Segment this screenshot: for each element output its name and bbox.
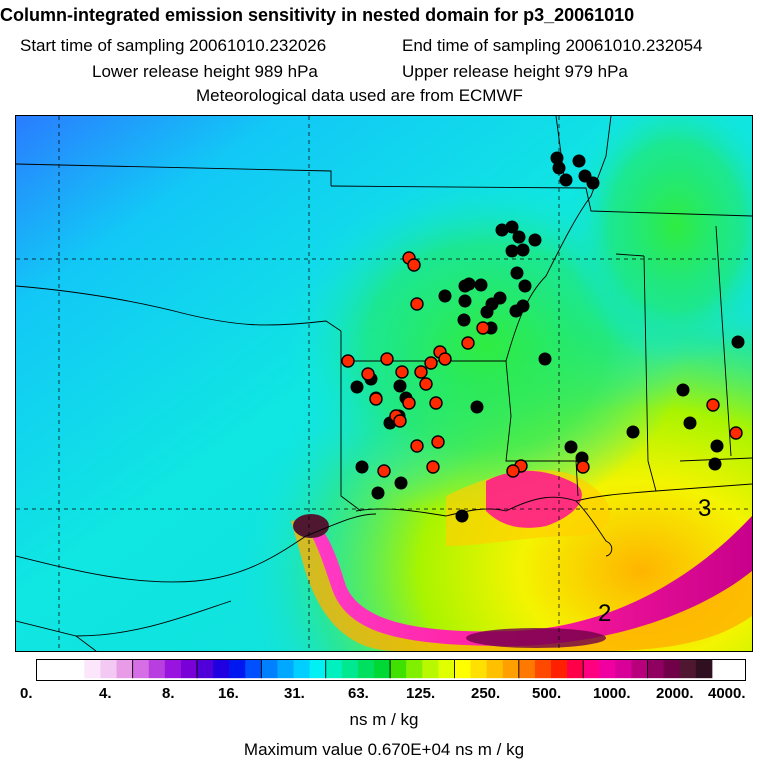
colorbar-swatch — [454, 660, 471, 679]
colorbar-tick: 4. — [99, 685, 112, 702]
start-time: Start time of sampling 20061010.232026 — [20, 36, 327, 55]
colorbar-swatch — [374, 660, 391, 679]
colorbar-units: ns m / kg — [349, 710, 419, 729]
colorbar-swatch — [486, 660, 504, 679]
colorbar-swatch — [679, 660, 697, 679]
colorbar-swatch — [245, 660, 262, 679]
colorbar-swatch — [277, 660, 294, 679]
colorbar-swatch — [647, 660, 665, 679]
map-label-2: 2 — [598, 600, 611, 627]
colorbar-swatch — [663, 660, 681, 679]
end-time: End time of sampling 20061010.232054 — [402, 36, 703, 55]
colorbar-swatch — [341, 660, 359, 679]
colorbar-swatch — [599, 660, 616, 679]
colorbar-tick-labels: 0. 4. 8. 16. 31. 63. 125. 250. 500. 1000… — [0, 685, 768, 705]
colorbar-swatch — [695, 660, 713, 679]
colorbar-swatch — [406, 660, 423, 679]
colorbar-tick: 2000. — [656, 685, 694, 702]
plot-title: Column-integrated emission sensitivity i… — [0, 5, 635, 25]
colorbar-swatch — [261, 660, 278, 679]
colorbar-tick: 8. — [162, 685, 175, 702]
colorbar-swatch — [518, 660, 536, 679]
colorbar-tick: 31. — [284, 685, 305, 702]
colorbar-swatch — [615, 660, 632, 679]
colorbar-swatch — [229, 660, 246, 679]
colorbar-swatch — [357, 660, 375, 679]
colorbar-swatch — [68, 660, 85, 679]
colorbar-swatch — [502, 660, 520, 679]
colorbar-tick: 500. — [532, 685, 562, 702]
colorbar-swatch — [132, 660, 150, 679]
colorbar-swatch — [148, 660, 166, 679]
sensitivity-map: 2 3 — [15, 115, 753, 652]
colorbar-swatch — [197, 660, 214, 679]
colorbar-swatch — [213, 660, 230, 679]
colorbar-tick: 250. — [471, 685, 501, 702]
colorbar-swatch — [390, 660, 407, 679]
colorbar-swatch — [180, 660, 198, 679]
colorbar-tick: 0. — [20, 685, 33, 702]
colorbar-swatch — [438, 660, 455, 679]
upper-release-height: Upper release height 979 hPa — [402, 62, 628, 81]
colorbar-swatch — [422, 660, 439, 679]
colorbar-swatch — [325, 660, 343, 679]
colorbar-swatch — [470, 660, 488, 679]
colorbar-swatch — [631, 660, 648, 679]
colorbar-tick: 125. — [406, 685, 436, 702]
colorbar-swatch — [567, 660, 584, 679]
colorbar-swatch — [309, 660, 327, 679]
colorbar-swatch — [534, 660, 552, 679]
colorbar — [36, 659, 746, 681]
colorbar-swatch — [293, 660, 311, 679]
colorbar-swatch — [100, 660, 117, 679]
colorbar-swatch — [551, 660, 568, 679]
colorbar-tick: 1000. — [593, 685, 631, 702]
colorbar-swatch — [116, 660, 134, 679]
lower-release-height: Lower release height 989 hPa — [92, 62, 318, 81]
colorbar-tick: 4000. — [708, 685, 746, 702]
colorbar-tick: 63. — [348, 685, 369, 702]
maximum-value: Maximum value 0.670E+04 ns m / kg — [243, 740, 525, 759]
met-data-source: Meteorological data used are from ECMWF — [196, 86, 523, 105]
colorbar-swatch — [84, 660, 101, 679]
map-label-3: 3 — [698, 495, 711, 522]
colorbar-swatch — [583, 660, 600, 679]
colorbar-tick: 16. — [218, 685, 239, 702]
colorbar-swatch — [164, 660, 182, 679]
